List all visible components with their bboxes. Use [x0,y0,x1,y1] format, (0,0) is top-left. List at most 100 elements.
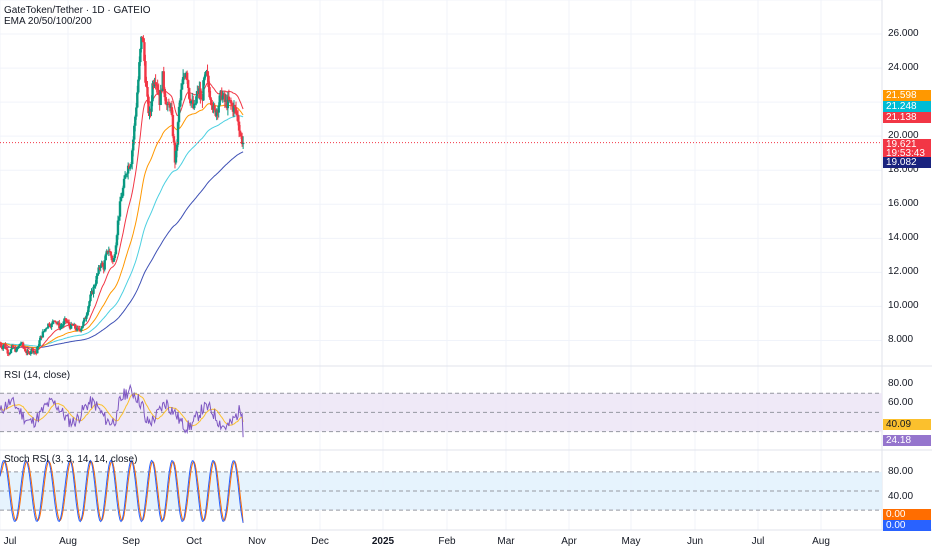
candle-body [60,326,63,328]
candle-body [121,187,125,196]
time-tick-label: Sep [122,536,140,547]
indicator-tick-label: 80.00 [888,465,914,477]
candle-body [31,348,35,353]
candle-body [74,324,77,329]
candle-body [4,343,7,349]
ema-20-line [0,81,244,351]
candle-body [226,96,230,109]
candle-body [11,345,15,348]
candle-body [179,89,183,101]
time-tick-label: Aug [59,536,77,547]
candle-body [193,103,196,109]
candle-body [240,136,244,145]
candle-body [17,345,20,349]
candle-body [39,335,42,341]
candle-body [141,36,144,38]
candle-body [145,82,148,87]
rsi-ma-line [0,393,244,427]
ema100-badge: 21.138 [883,112,931,123]
candle-body [177,106,181,123]
candle-body [156,85,159,90]
candle-body [43,329,47,332]
candle-body [48,323,51,326]
candle-body [76,327,79,331]
ema-legend: EMA 20/50/100/200 [4,16,92,27]
price-tick-label: 8.000 [888,334,914,346]
rsi-line [0,383,244,438]
time-tick-label: May [621,536,641,547]
candle-body [163,88,166,98]
candle-body [237,121,241,131]
candle-body [123,175,127,179]
candle-body [131,150,134,165]
candle-body [85,315,88,319]
candle-body [194,103,197,105]
candle-body [234,107,238,113]
candle-body [128,166,132,169]
candle-body [118,201,122,217]
candle-body [103,260,106,270]
time-tick-label: Apr [561,536,577,547]
time-tick-label: Jul [3,536,17,547]
candle-body [189,98,192,104]
candle-body [132,139,135,151]
candle-body [110,255,114,261]
ema-path [0,151,244,349]
candle-body [98,267,101,269]
candle-body [124,174,128,176]
candle-body [227,96,231,101]
ema-100-line [0,115,244,347]
candle-body [82,321,85,326]
candle-body [99,265,102,268]
candle-body [202,80,205,101]
candle-body [54,321,58,323]
candlesticks [0,35,245,357]
candle-body [200,98,203,100]
candle-body [170,107,174,115]
candle-body [142,37,145,43]
candle-body [133,125,136,140]
candle-body [126,165,130,174]
candle-body [206,70,209,76]
candle-body [168,104,172,108]
candle-body [88,301,91,307]
indicator-tick-label: 80.00 [888,377,914,389]
candle-body [140,36,143,49]
candle-body [174,150,178,163]
candle-body [178,100,182,107]
candle-body [143,42,146,62]
candle-body [195,96,198,104]
indicator-tick-label: 60.00 [888,396,914,408]
ema-path [0,81,244,351]
candle-body [7,353,10,355]
candle-body [113,254,117,258]
candle-body [186,80,190,88]
candle-body [236,114,240,122]
candle-body [230,103,234,105]
candle-body [204,72,207,77]
candle-body [125,173,129,175]
ema-path [0,103,244,349]
candle-body [229,100,233,104]
candle-body [53,320,57,322]
candle-body [181,77,185,85]
candle-body [207,75,210,88]
candle-body [159,89,162,106]
candle-body [115,235,119,246]
indicator-tick-label: 40.00 [888,491,914,503]
indicator-panes [0,383,882,523]
candle-body [220,90,223,100]
countdown-badge: 19:53:43 [883,148,931,159]
candle-body [0,343,3,347]
candle-body [176,122,180,145]
ema-200-line [0,151,244,349]
candle-body [190,101,193,104]
candle-body [83,317,86,322]
price-tick-label: 12.000 [888,266,919,278]
candle-body [137,79,140,93]
candle-body [172,136,176,143]
candle-body [241,142,245,145]
ema50-badge: 21.248 [883,101,931,112]
candle-body [22,346,26,349]
